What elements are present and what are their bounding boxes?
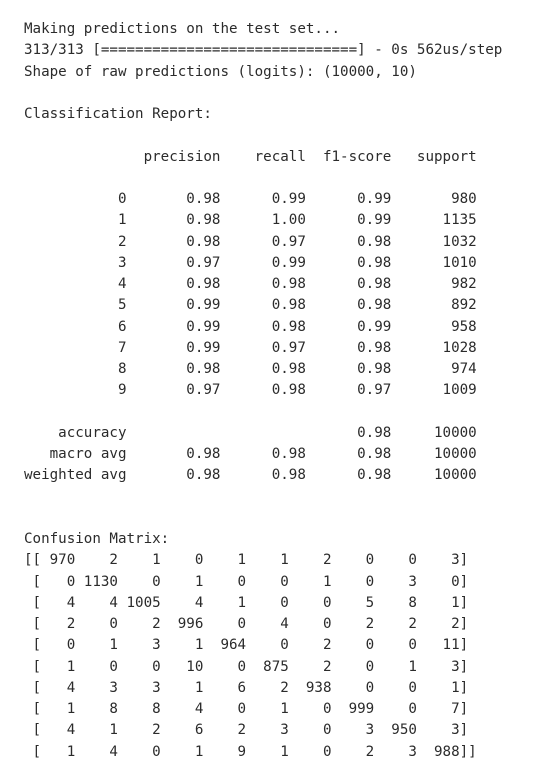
report-row-4: 4 0.98 0.98 0.98 982: [24, 276, 477, 292]
macro-avg-row: macro avg 0.98 0.98 0.98 10000: [24, 446, 477, 462]
matrix-title: Confusion Matrix:: [24, 531, 170, 547]
matrix-row-5: [ 1 0 0 10 0 875 2 0 1 3]: [24, 658, 469, 675]
progress-line: 313/313 [==============================]…: [24, 42, 503, 59]
report-row-6: 6 0.99 0.98 0.99 958: [24, 318, 477, 335]
matrix-row-8: [ 4 1 2 6 2 3 0 3 950 3]: [24, 722, 469, 739]
blank-line: [24, 83, 502, 104]
report-row-9: 9 0.97 0.98 0.97 1009: [24, 382, 477, 399]
matrix-row-0: [[ 970 2 1 0 1 1 2 0 0 3]: [24, 552, 469, 569]
matrix-row-6: [ 4 3 3 1 6 2 938 0 0 1]: [24, 679, 469, 696]
matrix-row-1: [ 0 1130 0 1 0 0 1 0 3 0]: [24, 573, 469, 590]
matrix-row-4: [ 0 1 3 1 964 0 2 0 0 11]: [24, 637, 469, 654]
report-row-7: 7 0.99 0.97 0.98 1028: [24, 339, 477, 356]
matrix-row-2: [ 4 4 1005 4 1 0 0 5 8 1]: [24, 594, 469, 611]
matrix-row-3: [ 2 0 2 996 0 4 0 2 2 2]: [24, 616, 469, 632]
matrix-row-7: [ 1 8 8 4 0 1 0 999 0 7]: [24, 701, 469, 717]
blank-line: [24, 125, 502, 146]
blank-line: [24, 487, 502, 508]
report-row-8: 8 0.98 0.98 0.98 974: [24, 361, 477, 377]
accuracy-row: accuracy 0.98 10000: [24, 424, 477, 441]
report-row-1: 1 0.98 1.00 0.99 1135: [24, 212, 477, 229]
report-header: precision recall f1-score support: [24, 148, 477, 165]
report-row-5: 5 0.99 0.98 0.98 892: [24, 297, 477, 314]
report-row-2: 2 0.98 0.97 0.98 1032: [24, 233, 477, 250]
report-row-0: 0 0.98 0.99 0.99 980: [24, 191, 477, 207]
matrix-row-9: [ 1 4 0 1 9 1 0 2 3 988]]: [24, 743, 477, 760]
report-row-3: 3 0.97 0.99 0.98 1010: [24, 254, 477, 271]
notebook-cell-output: Making predictions on the test set... 313…: [24, 19, 502, 763]
blank-line: [24, 168, 502, 189]
weighted-avg-row: weighted avg 0.98 0.98 0.98 10000: [24, 467, 477, 484]
shape-line: Shape of raw predictions (logits): (1000…: [24, 63, 417, 80]
blank-line: [24, 402, 502, 423]
report-title: Classification Report:: [24, 106, 212, 122]
status-line: Making predictions on the test set...: [24, 21, 341, 37]
blank-line: [24, 508, 502, 529]
